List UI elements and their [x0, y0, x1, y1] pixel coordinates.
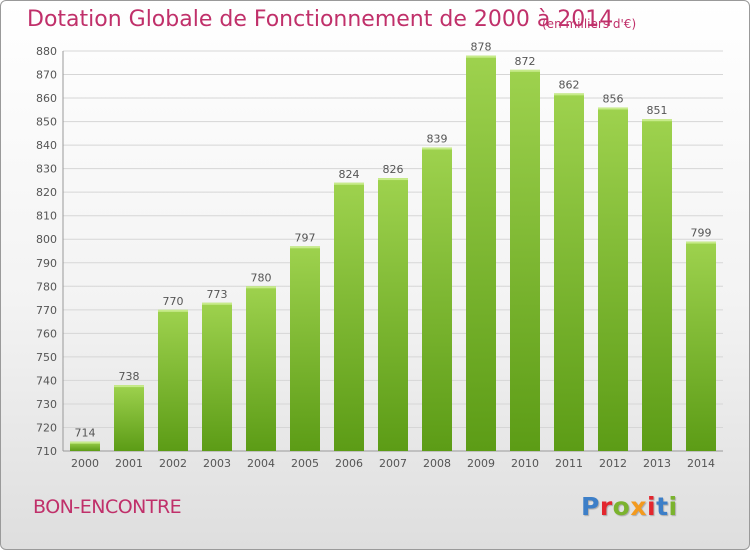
bar-highlight — [246, 286, 276, 289]
bar[interactable] — [510, 69, 540, 451]
x-tick-label: 2004 — [247, 457, 275, 470]
x-tick-label: 2003 — [203, 457, 231, 470]
x-tick-label: 2013 — [643, 457, 671, 470]
y-tick-label: 780 — [36, 280, 57, 293]
y-tick-label: 820 — [36, 186, 57, 199]
bar-highlight — [642, 119, 672, 122]
x-tick-label: 2002 — [159, 457, 187, 470]
x-tick-label: 2008 — [423, 457, 451, 470]
data-label: 714 — [75, 427, 96, 440]
logo-letter: i — [668, 492, 678, 521]
x-tick-label: 2006 — [335, 457, 363, 470]
bar-highlight — [70, 441, 100, 444]
x-tick-label: 2001 — [115, 457, 143, 470]
logo-letter: i — [647, 492, 657, 521]
y-tick-label: 710 — [36, 445, 57, 458]
x-tick-label: 2005 — [291, 457, 319, 470]
bar[interactable] — [378, 178, 408, 451]
bar[interactable] — [466, 55, 496, 452]
y-tick-label: 810 — [36, 210, 57, 223]
bar[interactable] — [686, 241, 716, 451]
bar[interactable] — [642, 119, 672, 451]
bar[interactable] — [554, 93, 584, 452]
bar-highlight — [334, 182, 364, 185]
bar-highlight — [202, 302, 232, 305]
y-tick-label: 870 — [36, 69, 57, 82]
data-label: 770 — [163, 295, 184, 308]
data-label: 773 — [207, 288, 228, 301]
logo-letter: x — [630, 492, 647, 521]
bar-highlight — [554, 93, 584, 96]
y-tick-label: 860 — [36, 92, 57, 105]
y-tick-label: 840 — [36, 139, 57, 152]
proxiti-logo[interactable]: Proxiti — [581, 492, 678, 521]
bar-highlight — [466, 55, 496, 58]
bar[interactable] — [422, 147, 452, 451]
x-tick-label: 2011 — [555, 457, 583, 470]
y-tick-label: 800 — [36, 233, 57, 246]
data-label: 856 — [603, 92, 624, 105]
chart-unit: (en milliers d'€) — [542, 17, 637, 31]
data-label: 797 — [295, 231, 316, 244]
logo-letter: o — [612, 492, 631, 521]
logo-letter: P — [581, 492, 600, 521]
y-tick-label: 720 — [36, 421, 57, 434]
x-tick-label: 2000 — [71, 457, 99, 470]
bar-highlight — [686, 241, 716, 244]
x-tick-label: 2007 — [379, 457, 407, 470]
y-tick-label: 760 — [36, 327, 57, 340]
bar-highlight — [598, 107, 628, 110]
bar[interactable] — [290, 246, 320, 451]
x-tick-label: 2010 — [511, 457, 539, 470]
bar[interactable] — [202, 302, 232, 451]
data-label: 839 — [427, 132, 448, 145]
bar[interactable] — [334, 182, 364, 451]
y-tick-label: 880 — [36, 45, 57, 58]
logo-letter: r — [599, 492, 613, 521]
bar[interactable] — [598, 107, 628, 452]
data-label: 824 — [339, 168, 360, 181]
data-label: 799 — [691, 227, 712, 240]
bar-highlight — [510, 69, 540, 72]
bar-highlight — [378, 178, 408, 181]
logo-letter: t — [656, 492, 669, 521]
y-tick-label: 740 — [36, 374, 57, 387]
data-label: 872 — [515, 55, 536, 68]
y-tick-label: 770 — [36, 304, 57, 317]
bar[interactable] — [158, 309, 188, 451]
chart-title: Dotation Globale de Fonctionnement de 20… — [27, 7, 614, 32]
y-tick-label: 730 — [36, 398, 57, 411]
data-label: 738 — [119, 370, 140, 383]
y-tick-label: 850 — [36, 116, 57, 129]
bar[interactable] — [246, 286, 276, 451]
data-label: 826 — [383, 163, 404, 176]
data-label: 862 — [559, 78, 580, 91]
bar[interactable] — [70, 441, 100, 451]
x-tick-label: 2009 — [467, 457, 495, 470]
x-tick-label: 2012 — [599, 457, 627, 470]
x-tick-label: 2014 — [687, 457, 715, 470]
bar-highlight — [114, 385, 144, 388]
bar[interactable] — [114, 385, 144, 451]
bar-highlight — [158, 309, 188, 312]
bar-highlight — [422, 147, 452, 150]
y-tick-label: 830 — [36, 163, 57, 176]
data-label: 878 — [471, 41, 492, 54]
data-label: 780 — [251, 271, 272, 284]
y-tick-label: 790 — [36, 257, 57, 270]
data-label: 851 — [647, 104, 668, 117]
commune-name: BON-ENCONTRE — [33, 496, 182, 518]
bar-highlight — [290, 246, 320, 249]
y-tick-label: 750 — [36, 351, 57, 364]
